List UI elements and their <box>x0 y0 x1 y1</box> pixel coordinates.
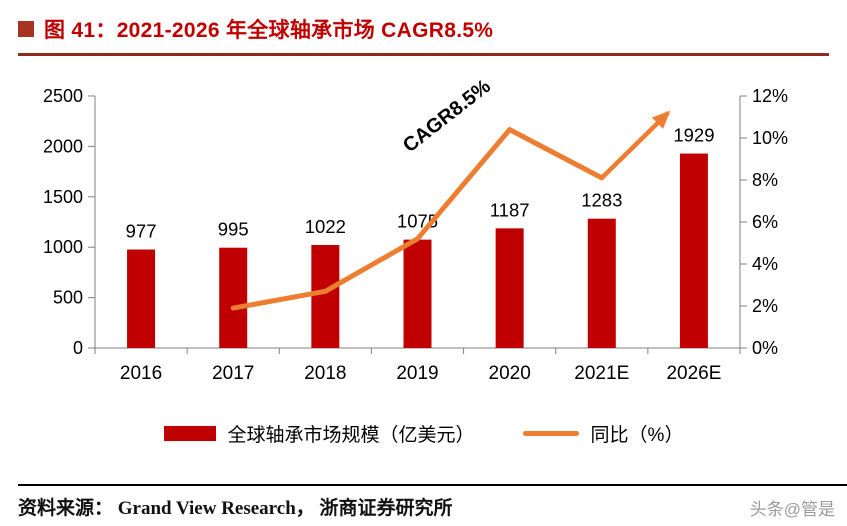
right-axis-tick-label: 10% <box>752 128 788 148</box>
left-axis-tick-label: 1500 <box>43 187 83 207</box>
bar-value-label: 1929 <box>673 125 714 146</box>
left-axis-tick-label: 2000 <box>43 136 83 156</box>
bar-2019 <box>403 239 432 348</box>
x-tick-label: 2017 <box>212 363 254 384</box>
legend-item-bar-series: 全球轴承市场规模（亿美元） <box>163 420 475 447</box>
bar-value-label: 1283 <box>581 190 622 211</box>
bar-value-label: 1022 <box>305 216 346 237</box>
x-tick-label: 2026E <box>666 363 721 384</box>
right-axis-tick-label: 2% <box>752 296 778 316</box>
x-tick-label: 2020 <box>489 363 531 384</box>
bar-2021E <box>587 218 616 348</box>
chart-legend: 全球轴承市场规模（亿美元） 同比（%） <box>0 420 847 447</box>
watermark-text: 头条@管是 <box>749 500 835 519</box>
left-axis-tick-label: 500 <box>53 288 83 308</box>
bar-series-swatch <box>163 426 216 441</box>
cagr-annotation: CAGR8.5% <box>399 75 495 157</box>
title-marker-square <box>18 21 34 37</box>
chart-area: 0 500 1000 1500 2000 2500 0% 2% 4% 6% 8% 10% 12% 2016… <box>0 58 847 408</box>
title-divider <box>18 53 829 56</box>
trend-arrow <box>600 110 671 180</box>
left-axis-tick-label: 2500 <box>43 86 83 106</box>
x-tick-label: 2018 <box>304 363 346 384</box>
x-tick-label: 2019 <box>396 363 438 384</box>
bar-series-label: 全球轴承市场规模（亿美元） <box>227 425 475 446</box>
legend-item-line-series: 同比（%） <box>522 420 684 447</box>
yoy-line <box>230 127 605 311</box>
footer: 资料来源： Grand View Research， 浙商证券研究所 头条@管是 <box>0 484 847 522</box>
left-axis-tick-label: 0 <box>73 338 83 358</box>
source-text: 资料来源： Grand View Research， 浙商证券研究所 <box>18 498 453 519</box>
bar-2026E <box>679 153 708 348</box>
right-axis-tick-label: 4% <box>752 254 778 274</box>
bar-value-label: 995 <box>218 219 249 240</box>
page-title: 图 41：2021-2026 年全球轴承市场 CAGR8.5% <box>44 19 494 42</box>
right-axis-tick-label: 8% <box>752 170 778 190</box>
right-axis-tick-label: 6% <box>752 212 778 232</box>
right-axis-tick-label: 12% <box>752 86 788 106</box>
left-axis-tick-label: 1000 <box>43 237 83 257</box>
bar-value-label: 1187 <box>490 199 530 220</box>
line-series-swatch <box>522 431 579 436</box>
right-axis-tick-label: 0% <box>752 338 778 358</box>
bar-2016 <box>127 249 156 348</box>
bar-value-label: 977 <box>126 221 157 242</box>
footer-divider <box>18 484 847 486</box>
x-tick-label: 2021E <box>574 363 629 384</box>
x-tick-label: 2016 <box>120 363 162 384</box>
bar-2018 <box>311 244 340 348</box>
line-series-label: 同比（%） <box>590 425 684 446</box>
bearing-market-chart: 0 500 1000 1500 2000 2500 0% 2% 4% 6% 8% 10% 12% 2016… <box>43 75 788 384</box>
bar-2020 <box>495 228 524 348</box>
bar-2017 <box>219 247 248 348</box>
chart-header: 图 41：2021-2026 年全球轴承市场 CAGR8.5% <box>0 0 847 56</box>
